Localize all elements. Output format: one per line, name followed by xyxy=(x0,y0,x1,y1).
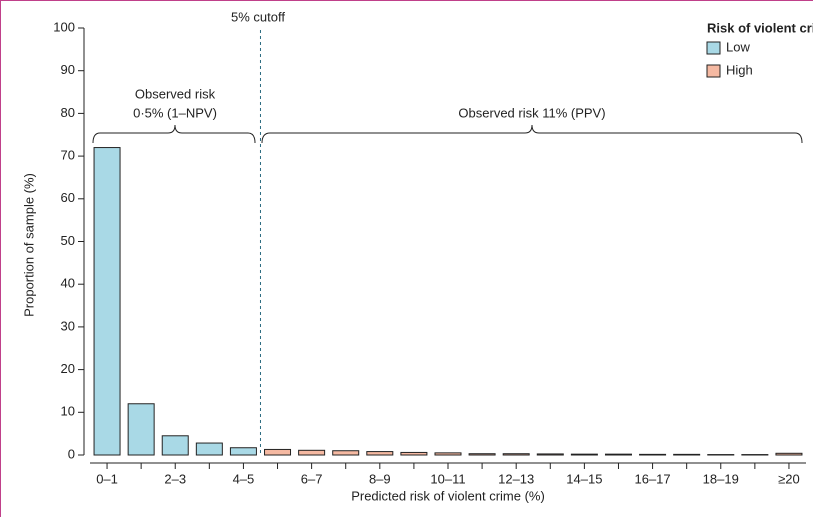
bar xyxy=(366,451,394,456)
bar xyxy=(536,453,564,456)
y-tick-label: 40 xyxy=(61,276,75,291)
y-axis-label: Proportion of sample (%) xyxy=(21,173,36,317)
x-tick-label: 14–15 xyxy=(566,471,602,486)
annotation: Observed risk xyxy=(135,86,216,101)
y-tick-label: 60 xyxy=(61,190,75,205)
bar xyxy=(468,453,496,456)
bar xyxy=(93,147,121,456)
legend-swatch xyxy=(706,41,721,55)
y-tick-label: 20 xyxy=(61,361,75,376)
x-axis-label: Predicted risk of violent crime (%) xyxy=(351,488,545,503)
bar xyxy=(229,447,257,456)
y-tick-label: 90 xyxy=(61,62,75,77)
x-tick-label: 10–11 xyxy=(430,471,465,486)
legend-swatch xyxy=(706,64,721,78)
y-tick-label: 80 xyxy=(61,105,75,120)
x-tick-label: 2–3 xyxy=(164,471,186,486)
cutoff-label: 5% cutoff xyxy=(231,9,285,24)
y-tick-label: 10 xyxy=(61,404,75,419)
bar xyxy=(434,452,462,456)
x-tick-label: 16–17 xyxy=(634,471,670,486)
annotation: 0·5% (1–NPV) xyxy=(133,105,217,120)
bar xyxy=(639,453,667,456)
bar xyxy=(298,449,326,456)
bar xyxy=(673,453,701,456)
bar xyxy=(400,451,428,456)
bar xyxy=(604,453,632,456)
annotation: Observed risk 11% (PPV) xyxy=(458,105,605,120)
x-tick-label: 8–9 xyxy=(369,471,391,486)
bar xyxy=(570,453,598,456)
legend-label: Low xyxy=(726,39,750,54)
x-tick-label: 0–1 xyxy=(96,471,118,486)
x-tick-label: 18–19 xyxy=(703,471,739,486)
brace xyxy=(261,124,803,144)
legend-label: High xyxy=(726,62,753,77)
y-tick-label: 100 xyxy=(53,19,75,34)
legend-title: Risk of violent crime xyxy=(707,20,813,35)
x-tick-label: ≥20 xyxy=(778,471,800,486)
y-tick-label: 0 xyxy=(68,446,75,461)
x-tick-label: 6–7 xyxy=(301,471,323,486)
x-tick-label: 4–5 xyxy=(233,471,255,486)
bar xyxy=(502,453,530,456)
y-tick-label: 50 xyxy=(61,233,75,248)
brace xyxy=(92,124,256,144)
y-tick-label: 30 xyxy=(61,318,75,333)
bar xyxy=(775,452,803,456)
x-tick-label: 12–13 xyxy=(498,471,534,486)
y-tick-label: 70 xyxy=(61,148,75,163)
bar xyxy=(161,435,189,456)
bar xyxy=(195,442,223,456)
bar xyxy=(127,403,155,456)
bar xyxy=(332,450,360,456)
bar xyxy=(264,448,292,456)
